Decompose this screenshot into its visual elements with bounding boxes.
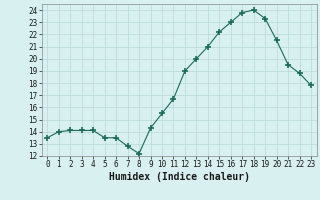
- X-axis label: Humidex (Indice chaleur): Humidex (Indice chaleur): [109, 172, 250, 182]
